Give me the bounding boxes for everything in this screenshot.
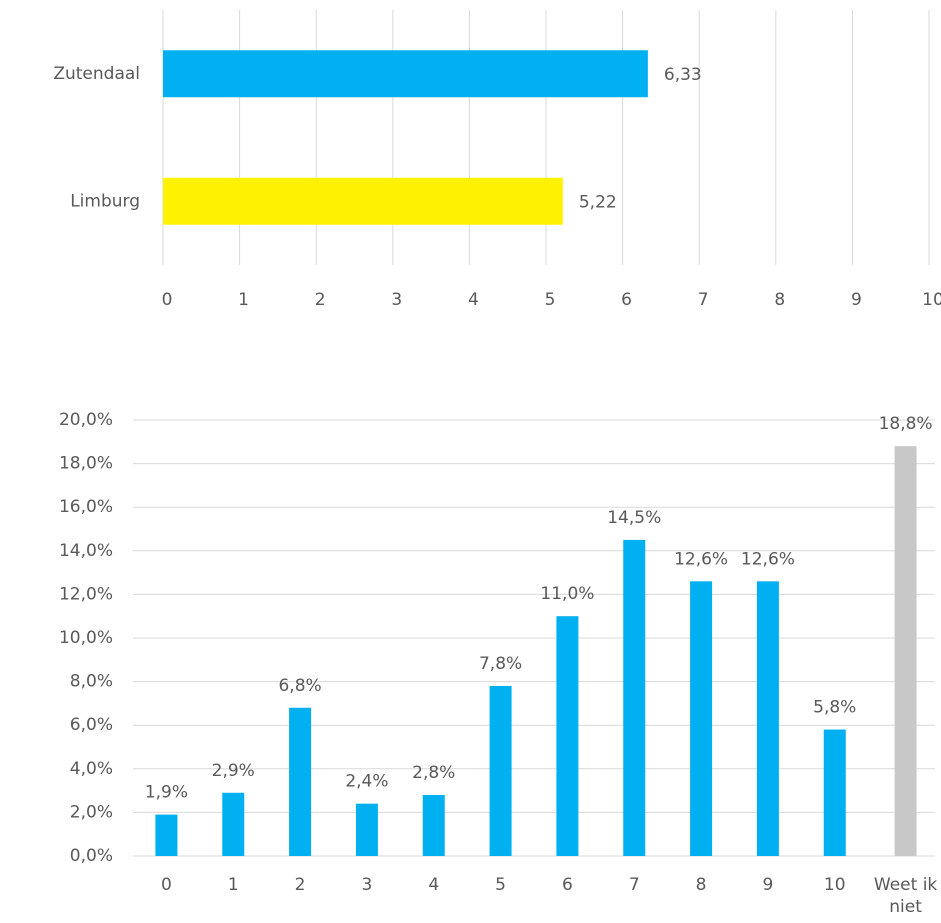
y-tick-label: 2,0% [70,802,113,822]
value-label: 2,4% [345,772,388,792]
bar [289,707,312,856]
x-tick-label-box: 4 [428,875,440,895]
x-tick-label: 6 [621,290,632,310]
value-label: 2,8% [412,763,455,783]
y-tick-label: 14,0% [59,541,113,561]
bar [823,729,846,856]
x-tick-label: 7 [628,875,640,895]
value-label: 18,8% [879,414,933,434]
bar [163,177,563,225]
bar [756,581,779,856]
x-tick-label: 0 [160,875,172,895]
x-tick-label: 9 [762,875,774,895]
y-tick-label: 0,0% [70,846,113,866]
x-tick-label-box: 8 [695,875,707,895]
value-label: 1,9% [145,783,188,803]
y-tick-label: 6,0% [70,715,113,735]
x-tick-label: 1 [238,290,249,310]
bar [556,616,579,856]
y-tick-label: 16,0% [59,497,113,517]
x-tick-label: 4 [468,290,479,310]
category-label: Zutendaal [53,64,140,84]
x-tick-label-box: 5 [495,875,506,895]
value-label: 7,8% [479,654,522,674]
x-tick-label: 3 [361,875,373,895]
x-tick-label-box: 3 [361,875,373,895]
y-tick-label: 10,0% [59,628,113,648]
x-tick-label-box: 6 [561,875,573,895]
x-tick-label: 8 [695,875,707,895]
y-tick-label: 8,0% [70,672,113,692]
value-label: 6,8% [278,676,321,696]
x-tick-label: 0 [162,290,173,310]
x-tick-label-box: Weet ik niet [873,875,938,917]
bar [155,814,178,856]
value-label: 5,8% [813,698,856,718]
x-tick-label: 10 [823,875,846,895]
x-tick-label: 2 [294,875,306,895]
x-tick-label: 6 [561,875,573,895]
x-tick-label: 1 [227,875,239,895]
x-tick-label: 3 [391,290,402,310]
y-tick-label: 12,0% [59,584,113,604]
x-tick-label-box: 7 [628,875,640,895]
x-tick-label: 7 [698,290,709,310]
value-label: 14,5% [607,508,661,528]
x-tick-label: 2 [315,290,326,310]
value-label: 5,22 [579,192,617,212]
x-tick-label-box: 9 [762,875,774,895]
x-tick-label: 10 [922,290,941,310]
x-tick-label: 5 [545,290,556,310]
x-tick-label: 8 [774,290,785,310]
value-label: 6,33 [664,65,702,85]
bar [894,446,917,856]
bar [163,50,648,98]
x-tick-label: 9 [851,290,862,310]
x-tick-label-box: 1 [227,875,239,895]
x-tick-label-box: 2 [294,875,306,895]
x-tick-label: 4 [428,875,440,895]
bar [422,794,445,856]
bar [355,803,378,856]
value-label: 11,0% [540,584,594,604]
x-tick-label: Weet ik niet [873,875,938,917]
bar [489,685,512,856]
y-tick-label: 20,0% [59,410,113,430]
value-label: 12,6% [741,549,795,569]
x-tick-label-box: 0 [160,875,172,895]
y-tick-label: 4,0% [70,759,113,779]
bar [690,581,713,856]
bar [623,539,646,856]
bar [222,792,245,856]
x-tick-label: 5 [495,875,506,895]
value-label: 12,6% [674,549,728,569]
y-tick-label: 18,0% [59,454,113,474]
category-label: Limburg [70,191,140,211]
value-label: 2,9% [212,761,255,781]
x-tick-label-box: 10 [823,875,846,895]
